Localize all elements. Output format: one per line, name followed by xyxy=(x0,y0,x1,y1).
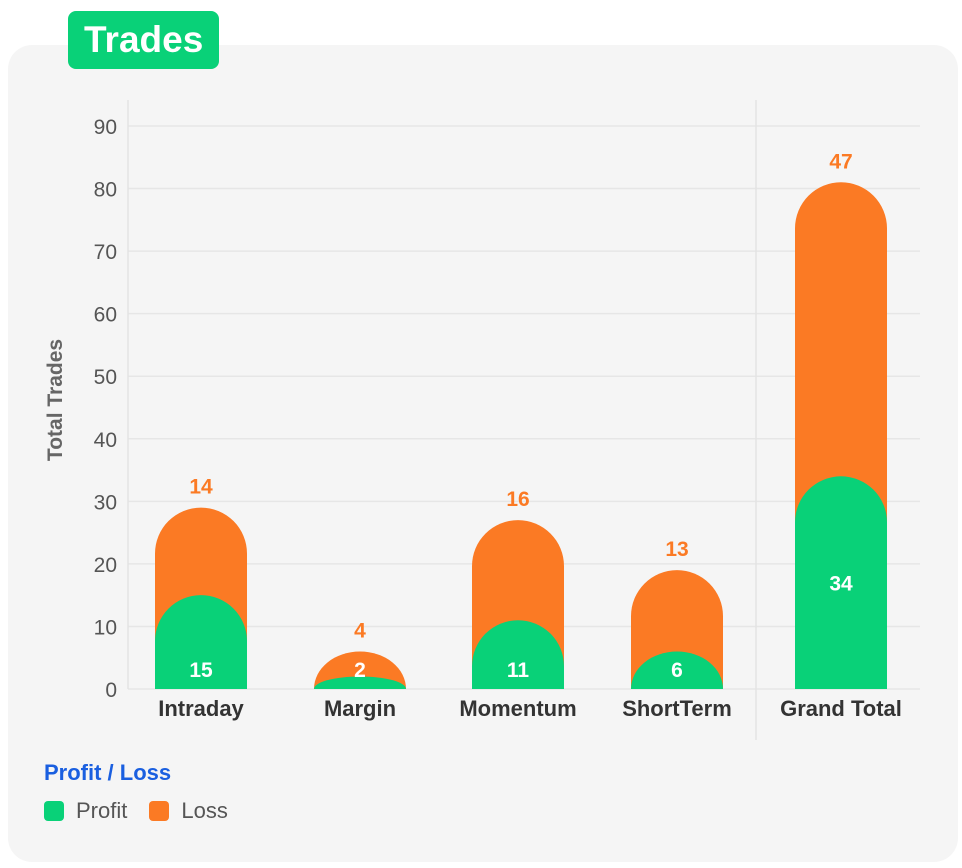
bar-profit[interactable] xyxy=(155,595,247,689)
y-tick-label: 70 xyxy=(94,241,117,264)
data-label-loss: 16 xyxy=(506,488,529,511)
x-category-label: ShortTerm xyxy=(622,696,732,721)
legend-label-loss: Loss xyxy=(181,798,228,823)
legend-swatch-loss xyxy=(149,801,170,821)
data-labels: 14 15 4 2 16 11 13 6 47 34 xyxy=(189,150,853,682)
data-label-profit: 6 xyxy=(671,659,683,682)
y-tick-label: 90 xyxy=(94,116,117,139)
data-label-profit: 15 xyxy=(189,659,213,682)
chart-title-badge: Trades xyxy=(68,11,220,69)
data-label-loss: 13 xyxy=(665,538,688,561)
data-label-loss: 47 xyxy=(829,150,852,173)
y-tick-label: 30 xyxy=(94,491,117,514)
bars xyxy=(155,182,888,690)
stacked-bar-chart: 0 10 20 30 40 50 60 70 80 90 14 15 4 2 16 11 13 6 47 34 In… xyxy=(44,100,920,740)
legend-title: Profit / Loss xyxy=(44,760,172,785)
grid-lines xyxy=(127,100,920,740)
bar-profit[interactable] xyxy=(631,651,723,689)
x-axis-labels: Intraday Margin Momentum ShortTerm Grand Tot… xyxy=(158,696,902,721)
x-category-label: Grand Total xyxy=(780,696,902,721)
y-tick-label: 40 xyxy=(94,429,117,452)
data-label-profit: 2 xyxy=(354,659,366,682)
data-label-profit: 11 xyxy=(507,659,530,682)
x-category-label: Momentum xyxy=(459,696,576,721)
legend-item-profit[interactable]: Profit xyxy=(44,798,127,824)
legend: Profit / Loss Profit Loss xyxy=(44,760,250,824)
y-tick-label: 50 xyxy=(94,366,117,389)
data-label-loss: 14 xyxy=(189,476,213,499)
bar-profit[interactable] xyxy=(795,476,888,689)
data-label-loss: 4 xyxy=(354,619,366,642)
bar-profit[interactable] xyxy=(314,676,406,689)
y-tick-label: 80 xyxy=(94,179,117,202)
legend-swatch-profit xyxy=(44,801,64,821)
x-category-label: Intraday xyxy=(158,696,244,721)
data-label-profit: 34 xyxy=(829,573,853,596)
bar-profit[interactable] xyxy=(472,620,564,689)
legend-label-profit: Profit xyxy=(76,798,128,823)
legend-item-loss[interactable]: Loss xyxy=(149,798,228,824)
y-tick-label: 60 xyxy=(94,304,117,327)
y-axis-ticks: 0 10 20 30 40 50 60 70 80 90 xyxy=(94,116,117,702)
x-category-label: Margin xyxy=(324,696,396,721)
y-tick-label: 20 xyxy=(94,554,117,577)
y-tick-label: 0 xyxy=(105,679,117,702)
y-tick-label: 10 xyxy=(94,616,117,639)
y-axis-label: Total Trades xyxy=(44,339,67,461)
legend-items: Profit Loss xyxy=(44,798,250,824)
